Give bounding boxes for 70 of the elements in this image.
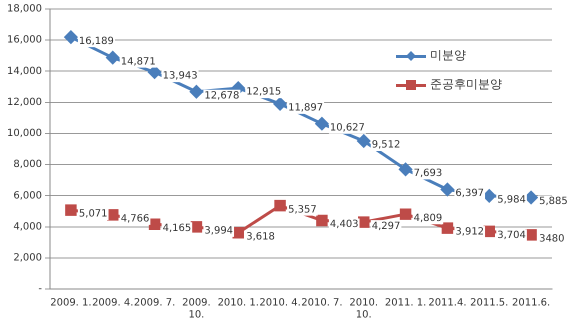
data-label: 9,512	[372, 140, 400, 151]
x-tick-label: 2011.5.	[470, 298, 508, 309]
data-label: 13,943	[162, 70, 198, 82]
point	[190, 221, 202, 233]
y-tick-label: 6,000	[13, 190, 42, 202]
point	[232, 226, 244, 238]
point	[400, 208, 412, 220]
data-label: 4,809	[414, 212, 442, 224]
x-tick-label: 2011.6.	[512, 298, 550, 309]
x-tick-label: 2010. 7.	[301, 298, 343, 309]
y-tick-label: 18,000	[6, 4, 42, 15]
point	[190, 85, 203, 98]
point	[106, 51, 120, 64]
point	[442, 222, 454, 234]
x-tick-label: 2011. 1.	[384, 298, 426, 309]
data-label: 4,297	[372, 220, 400, 232]
x-tick-label: 2009. 10.	[182, 298, 211, 321]
data-label: 16,189	[78, 36, 114, 47]
x-tick-label: 2010. 1.	[218, 298, 259, 309]
x-tick-label: 2009. 7.	[134, 298, 176, 309]
legend-label: 미분양	[430, 47, 466, 64]
point	[64, 30, 78, 44]
data-label: 5,885	[539, 196, 568, 208]
data-label: 6,397	[455, 188, 484, 200]
point	[525, 229, 537, 241]
y-tick-label: 2,000	[13, 252, 42, 264]
y-tick-label: 4,000	[13, 221, 42, 232]
legend-label: 준공후미분양	[430, 76, 502, 93]
data-label: 5,984	[497, 194, 526, 206]
data-label: 10,627	[330, 122, 365, 134]
data-label: 3,704	[497, 230, 526, 241]
y-tick-label: 12,000	[6, 96, 42, 108]
point	[274, 97, 287, 110]
point	[107, 209, 118, 221]
y-tick-label: 14,000	[6, 66, 42, 77]
x-tick-label: 2009. 4.	[92, 298, 134, 309]
data-label: 4,766	[120, 213, 150, 224]
data-label: 5,071	[78, 208, 108, 220]
point	[357, 134, 370, 148]
point	[315, 117, 328, 130]
data-label: 12,678	[204, 90, 240, 102]
x-tick-label: 2010. 10.	[349, 298, 378, 321]
data-label: 3,618	[246, 231, 275, 242]
data-label: 14,871	[120, 56, 156, 68]
point	[358, 216, 370, 228]
x-tick-label: 2010. 4.	[259, 298, 301, 309]
data-label: 7,693	[414, 168, 442, 179]
data-label: 3480	[539, 233, 565, 244]
point	[524, 190, 538, 204]
data-label: 4,165	[162, 222, 192, 234]
data-label: 3,994	[204, 225, 234, 236]
y-tick-label: 8,000	[13, 159, 42, 170]
data-label: 5,357	[288, 204, 317, 216]
data-label: 12,915	[246, 86, 282, 98]
point	[274, 200, 286, 212]
x-tick-label: 2009. 1.	[50, 298, 92, 309]
data-label: 3,912	[455, 226, 484, 238]
point	[316, 214, 328, 226]
point	[65, 204, 77, 216]
y-tick-label: -	[38, 284, 42, 295]
point	[399, 162, 412, 176]
y-tick-label: 10,000	[6, 128, 42, 140]
data-label: 11,897	[288, 102, 324, 114]
y-tick-label: 16,000	[6, 34, 42, 46]
point	[148, 66, 162, 79]
point	[148, 218, 160, 230]
point	[484, 226, 495, 238]
point	[440, 182, 454, 196]
x-tick-label: 2011.4.	[428, 298, 466, 309]
data-label: 4,403	[330, 219, 359, 230]
